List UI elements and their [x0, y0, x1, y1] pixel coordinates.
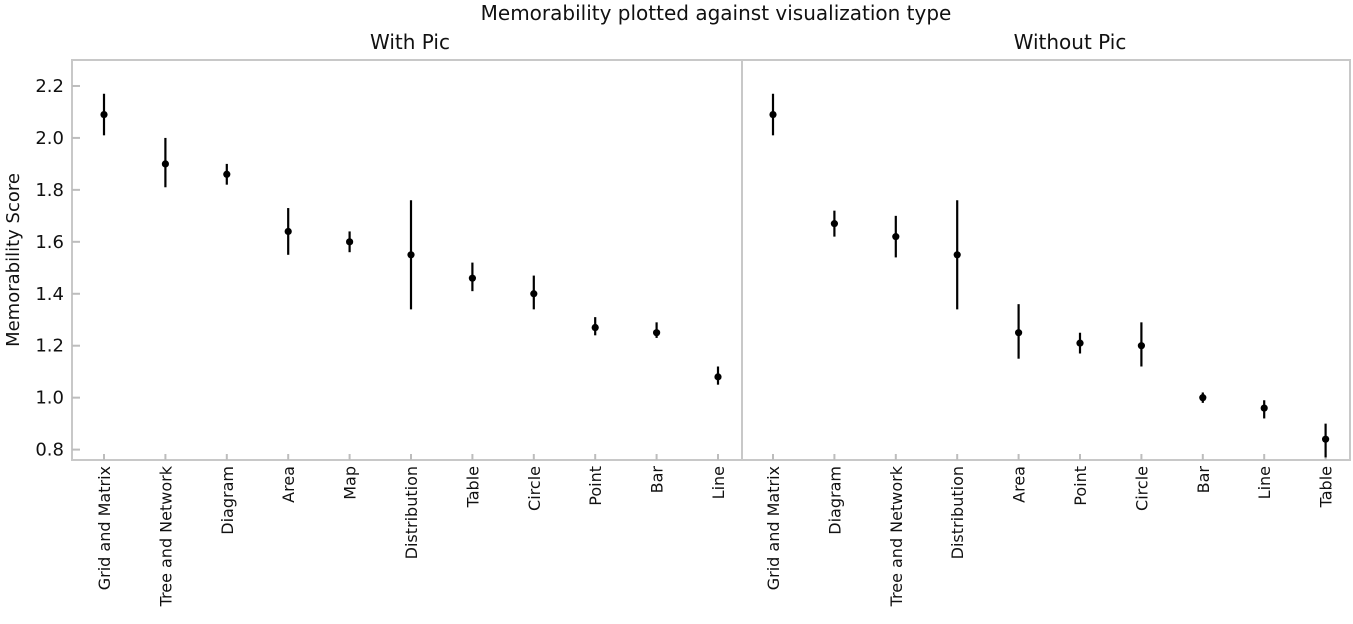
data-point [1076, 339, 1084, 347]
data-point [1137, 342, 1145, 350]
y-tick-label: 2.2 [35, 76, 64, 97]
x-tick-label: Diagram [218, 466, 237, 535]
x-tick-label: Grid and Matrix [95, 466, 114, 590]
data-point [284, 227, 292, 236]
x-tick-label: Point [1071, 466, 1090, 506]
data-point [714, 373, 722, 381]
x-tick-label: Table [1317, 466, 1336, 508]
x-tick-label: Tree and Network [887, 465, 906, 607]
plot-area: 0.8 1.0 1.2 1.4 1.6 1.8 2.0 2.2 Grid and Matrix T… [35, 59, 1351, 607]
x-tick-label: Tree and Network [156, 465, 175, 607]
data-point [530, 290, 538, 298]
data-point [223, 170, 231, 178]
x-tick-label: Grid and Matrix [764, 466, 783, 590]
x-tick-label: Distribution [402, 466, 421, 559]
panel-title-with-pic: With Pic [370, 30, 450, 54]
x-tick-label: Line [709, 466, 728, 499]
data-point [892, 233, 900, 241]
y-tick-label: 1.0 [35, 388, 64, 409]
x-tick-label: Line [1255, 466, 1274, 499]
y-axis-label: Memorability Score [3, 173, 24, 347]
x-tick-label: Diagram [825, 466, 844, 535]
y-tick-label: 1.4 [35, 284, 64, 305]
y-tick-label: 1.6 [35, 232, 64, 253]
data-point [100, 110, 108, 119]
x-tick-label: Area [279, 466, 298, 503]
data-point [468, 274, 476, 282]
x-tick-label: Point [586, 466, 605, 506]
y-tick-label: 1.2 [35, 336, 64, 357]
data-point [161, 160, 169, 168]
data-point [346, 238, 354, 246]
x-tick-label: Table [463, 466, 482, 508]
panel-frame-0 [71, 59, 743, 461]
data-point [1260, 404, 1268, 412]
data-point [1322, 435, 1330, 443]
y-tick-label: 2.0 [35, 128, 64, 149]
x-tick-label: Bar [1194, 466, 1213, 494]
x-tick-label: Distribution [948, 466, 967, 559]
data-point [830, 220, 839, 228]
y-tick-label: 0.8 [35, 440, 64, 461]
chart-title: Memorability plotted against visualizati… [481, 1, 952, 25]
data-point [407, 251, 415, 259]
x-tick-label: Bar [648, 466, 667, 494]
data-point [1199, 394, 1207, 402]
data-point [953, 251, 961, 259]
data-point [591, 323, 599, 332]
data-point [653, 329, 661, 337]
panel-title-without-pic: Without Pic [1014, 30, 1127, 54]
x-tick-label: Circle [1132, 466, 1151, 511]
data-point [769, 110, 777, 119]
x-tick-label: Circle [525, 466, 544, 511]
x-tick-label: Area [1010, 466, 1029, 503]
x-tick-label: Map [341, 466, 360, 500]
y-tick-label: 1.8 [35, 180, 64, 201]
data-point [1015, 329, 1023, 337]
panel-frame-1 [741, 59, 1351, 461]
